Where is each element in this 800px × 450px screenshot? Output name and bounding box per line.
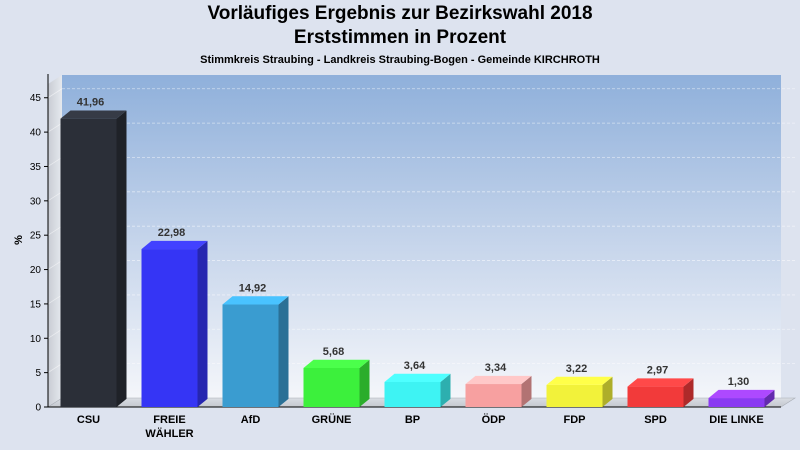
x-tick-label: GRÜNE xyxy=(312,413,352,426)
bar-side xyxy=(764,389,775,407)
grid-line-side xyxy=(47,294,63,305)
x-tick-label: FREIE xyxy=(153,414,185,426)
grid-line-side xyxy=(47,157,63,167)
y-tick-label: 25 xyxy=(30,231,42,242)
bar-top xyxy=(708,389,775,399)
bar-side xyxy=(278,296,289,407)
y-axis-label: % xyxy=(13,235,25,245)
grid-line-side xyxy=(47,225,63,236)
bar-grüne xyxy=(303,367,360,407)
y-tick-label: 5 xyxy=(35,368,41,379)
y-tick-label: 15 xyxy=(30,299,42,310)
bar-bp xyxy=(384,381,441,407)
bar-top xyxy=(222,296,289,305)
x-tick-label: DIE LINKE xyxy=(709,414,763,426)
bar-spd xyxy=(627,386,684,407)
bar-top xyxy=(303,359,370,368)
x-tick-label: WÄHLER xyxy=(145,427,193,440)
x-tick-label: SPD xyxy=(644,414,667,426)
bar-top xyxy=(141,240,208,250)
bar-side xyxy=(683,378,694,407)
data-label: 2,97 xyxy=(647,365,668,377)
bar-die-linke xyxy=(708,398,765,407)
grid-line-side xyxy=(47,363,63,373)
y-tick-label: 40 xyxy=(30,128,42,139)
bar-top xyxy=(60,110,127,119)
bar-afd xyxy=(222,304,279,407)
data-label: 3,34 xyxy=(485,362,507,374)
bar-side xyxy=(116,110,127,408)
y-tick-label: 30 xyxy=(30,196,42,207)
x-tick-label: BP xyxy=(405,414,420,426)
x-tick-label: CSU xyxy=(77,414,100,426)
y-tick-label: 45 xyxy=(30,93,42,104)
bar-top xyxy=(627,378,694,387)
plot-side-wall xyxy=(48,75,62,407)
x-tick-label: ÖDP xyxy=(482,413,506,426)
data-label: 1,30 xyxy=(728,376,749,388)
bar-ödp xyxy=(465,384,522,407)
chart-title-line2: Erststimmen in Prozent xyxy=(293,27,507,48)
data-label: 3,64 xyxy=(404,360,426,372)
grid-line-side xyxy=(47,88,63,99)
bar-fdp xyxy=(546,384,603,407)
y-tick-label: 20 xyxy=(30,265,42,276)
chart-title-line1: Vorläufiges Ergebnis zur Bezirkswahl 201… xyxy=(207,3,593,24)
data-label: 14,92 xyxy=(239,282,267,294)
bar-top xyxy=(384,373,451,382)
bar-csu xyxy=(60,118,117,407)
grid-line-side xyxy=(47,191,63,202)
data-label: 22,98 xyxy=(158,227,186,239)
grid-line-side xyxy=(47,122,63,133)
bar-side xyxy=(197,240,208,407)
y-tick-label: 10 xyxy=(30,334,42,345)
y-tick-label: 0 xyxy=(35,403,41,414)
grid-line-side xyxy=(47,260,63,270)
bar-top xyxy=(546,376,613,385)
x-tick-label: FDP xyxy=(564,414,586,426)
bar-freie-wähler xyxy=(141,249,198,407)
bar-side xyxy=(440,373,451,407)
bar-side xyxy=(521,375,532,407)
bar-top xyxy=(465,375,532,385)
y-tick-label: 35 xyxy=(30,162,42,173)
data-label: 3,22 xyxy=(566,363,587,375)
grid-line-side xyxy=(47,328,63,339)
bar-side xyxy=(602,376,613,407)
bar-side xyxy=(359,359,370,407)
chart-subtitle: Stimmkreis Straubing - Landkreis Straubi… xyxy=(200,54,600,66)
data-label: 41,96 xyxy=(77,97,105,109)
data-label: 5,68 xyxy=(323,346,344,358)
x-tick-label: AfD xyxy=(241,414,261,426)
